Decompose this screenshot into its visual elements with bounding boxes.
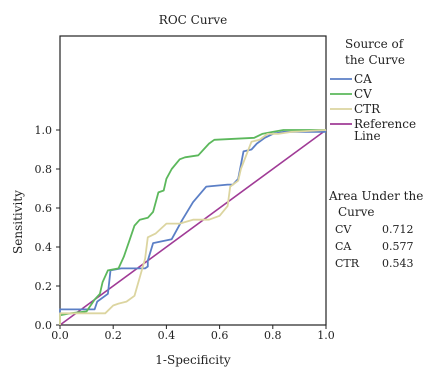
plot-frame: [59, 35, 327, 326]
series-line-cv: [59, 129, 326, 325]
x-tick-label: 0.2: [104, 329, 122, 342]
annotation-label: CA: [335, 240, 352, 253]
legend-title: Source of: [345, 37, 405, 51]
y-tick-label: 0.4: [35, 241, 53, 254]
y-tick-label: 0.8: [35, 163, 53, 176]
series-line-reference-line: [59, 129, 327, 326]
annotation-label: CTR: [335, 257, 360, 270]
y-tick-label: 0.2: [35, 280, 53, 293]
chart-title: ROC Curve: [159, 13, 227, 27]
x-axis-label: 1-Specificity: [155, 353, 231, 367]
legend-label: Line: [354, 129, 381, 143]
y-axis-label: Sensitivity: [11, 190, 25, 254]
x-tick-label: 0.4: [158, 329, 176, 342]
legend-label: Reference: [354, 117, 416, 131]
legend-label: CV: [354, 87, 372, 101]
series-line-ca: [59, 130, 326, 325]
legend-label: CTR: [354, 102, 381, 116]
annotation-value: 0.712: [382, 223, 414, 236]
annotation-label: CV: [335, 223, 352, 236]
x-tick-label: 0.0: [51, 329, 69, 342]
legend-label: CA: [354, 72, 372, 86]
annotation-value: 0.577: [382, 240, 414, 253]
series-line-ctr: [59, 129, 327, 325]
annotation-value: 0.543: [382, 257, 414, 270]
y-tick-label: 0.0: [35, 319, 53, 332]
x-tick-label: 0.6: [211, 329, 229, 342]
x-tick-label: 0.8: [264, 329, 282, 342]
annotation-title: Curve: [338, 205, 375, 219]
legend-title: the Curve: [345, 53, 405, 67]
x-tick-label: 1.0: [317, 329, 335, 342]
y-tick-label: 1.0: [35, 124, 53, 137]
y-tick-label: 0.6: [35, 202, 53, 215]
annotation-title: Area Under the: [328, 189, 423, 203]
